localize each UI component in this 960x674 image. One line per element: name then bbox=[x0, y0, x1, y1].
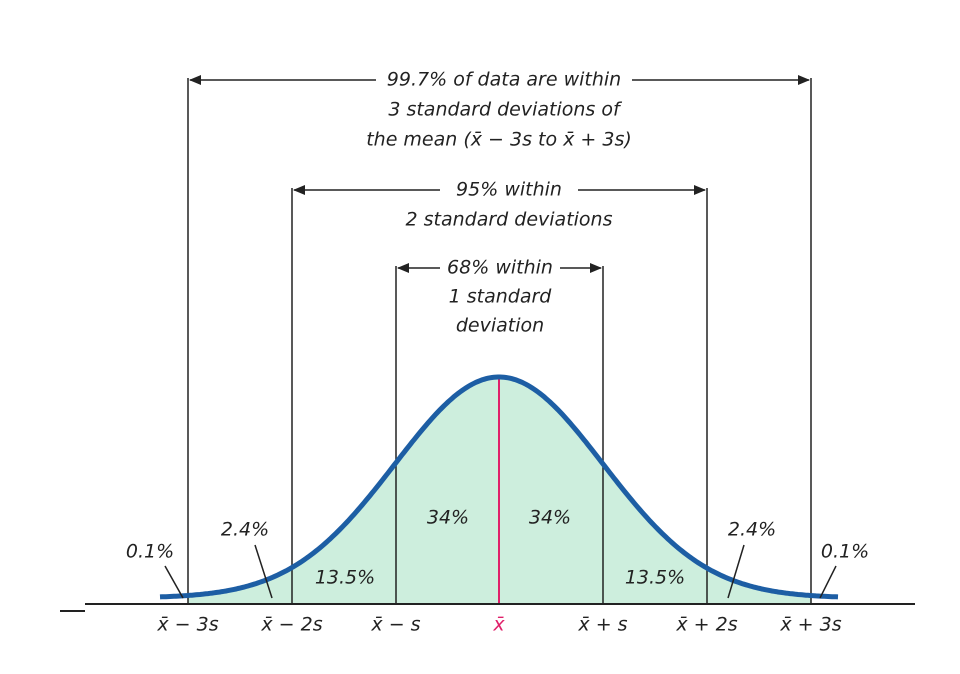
leader-line bbox=[819, 565, 837, 599]
axis-label: x̄ bbox=[492, 614, 505, 636]
region-label: 0.1% bbox=[821, 541, 869, 563]
leader-line bbox=[254, 544, 273, 599]
bracket-text: 1 standard bbox=[449, 286, 553, 308]
normal-curve bbox=[159, 374, 839, 600]
leader-line bbox=[164, 565, 184, 599]
region-label: 0.1% bbox=[126, 541, 174, 563]
bracket-text: 68% within bbox=[447, 257, 553, 279]
axis-label: x̄ + 2s bbox=[675, 614, 737, 636]
axis-label: x̄ − 2s bbox=[260, 614, 322, 636]
region-label: 2.4% bbox=[221, 519, 269, 541]
region-label: 13.5% bbox=[315, 567, 375, 589]
bracket-text: 95% within bbox=[456, 179, 562, 201]
leader-line bbox=[727, 544, 745, 599]
region-label: 34% bbox=[427, 507, 469, 529]
bracket-text: 2 standard deviations bbox=[406, 209, 613, 231]
axis-label: x̄ + 3s bbox=[779, 614, 841, 636]
bracket-text: 99.7% of data are within bbox=[387, 69, 621, 91]
region-label: 13.5% bbox=[625, 567, 685, 589]
bracket-text: deviation bbox=[456, 315, 544, 337]
bracket-text: the mean (x̄ − 3s to x̄ + 3s) bbox=[366, 129, 632, 151]
axis-label: x̄ + s bbox=[577, 614, 627, 636]
region-label: 2.4% bbox=[728, 519, 776, 541]
bracket-text: 3 standard deviations of bbox=[388, 99, 623, 121]
axis-label: x̄ − s bbox=[370, 614, 420, 636]
axis-label: x̄ − 3s bbox=[156, 614, 218, 636]
region-label: 34% bbox=[529, 507, 571, 529]
